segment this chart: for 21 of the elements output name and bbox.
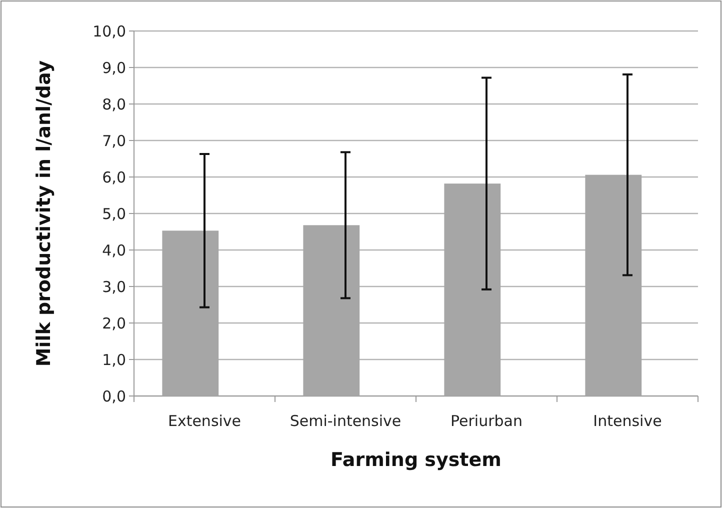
bar [162, 230, 219, 396]
y-tick-label: 1,0 [102, 350, 126, 369]
bar [444, 184, 501, 396]
x-tick-label: Semi-intensive [290, 412, 402, 430]
bar [303, 225, 360, 396]
y-tick-label: 7,0 [102, 132, 126, 150]
y-tick-label: 2,0 [102, 314, 126, 332]
y-axis-title: Milk productivity in l/anl/day [33, 60, 55, 367]
y-tick-label: 6,0 [102, 168, 126, 186]
x-tick-label: Intensive [593, 412, 662, 430]
x-tick-label: Periurban [450, 412, 522, 430]
y-tick-label: 9,0 [102, 58, 126, 77]
y-tick-label: 5,0 [102, 204, 126, 223]
bar [585, 174, 642, 396]
y-tick-label: 8,0 [102, 95, 126, 114]
x-axis-title: Farming system [330, 449, 502, 471]
y-tick-label: 10,0 [92, 22, 126, 40]
y-tick-label: 4,0 [102, 241, 126, 260]
x-tick-label: Extensive [168, 412, 242, 430]
y-tick-label: 3,0 [102, 278, 126, 296]
y-tick-label: 0,0 [102, 387, 126, 406]
